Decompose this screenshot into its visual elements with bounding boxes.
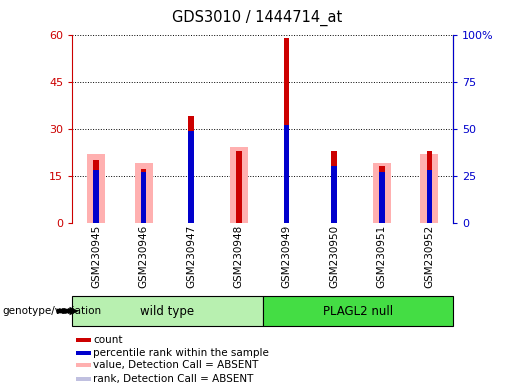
Text: genotype/variation: genotype/variation xyxy=(3,306,101,316)
Text: GSM230945: GSM230945 xyxy=(91,225,101,288)
Bar xyxy=(76,363,91,367)
FancyBboxPatch shape xyxy=(72,296,263,326)
Bar xyxy=(331,151,337,223)
Bar xyxy=(426,172,432,223)
Text: wild type: wild type xyxy=(140,305,195,318)
Bar xyxy=(188,131,194,223)
Text: GDS3010 / 1444714_at: GDS3010 / 1444714_at xyxy=(173,10,342,26)
Bar xyxy=(93,160,99,223)
Bar xyxy=(379,172,385,223)
Bar xyxy=(284,38,289,223)
Text: percentile rank within the sample: percentile rank within the sample xyxy=(93,348,269,358)
Bar xyxy=(76,338,91,342)
Text: count: count xyxy=(93,335,123,345)
Bar xyxy=(331,166,337,223)
Bar xyxy=(76,351,91,355)
Text: PLAGL2 null: PLAGL2 null xyxy=(323,305,393,318)
Bar xyxy=(141,169,146,223)
Bar xyxy=(188,116,194,223)
Bar xyxy=(379,172,385,223)
Bar xyxy=(93,170,99,223)
Text: GSM230946: GSM230946 xyxy=(139,225,148,288)
Text: GSM230948: GSM230948 xyxy=(234,225,244,288)
Bar xyxy=(426,151,432,223)
Bar xyxy=(141,172,146,223)
Text: GSM230950: GSM230950 xyxy=(329,225,339,288)
Text: GSM230947: GSM230947 xyxy=(186,225,196,288)
Bar xyxy=(87,154,105,223)
Bar xyxy=(426,170,432,223)
Bar xyxy=(141,172,146,223)
Bar xyxy=(134,163,152,223)
Bar xyxy=(76,377,91,381)
Bar xyxy=(230,147,248,223)
Bar xyxy=(379,166,385,223)
FancyBboxPatch shape xyxy=(263,296,453,326)
Bar xyxy=(373,163,391,223)
Text: GSM230949: GSM230949 xyxy=(282,225,291,288)
Bar xyxy=(93,170,99,223)
Bar xyxy=(420,154,438,223)
Bar xyxy=(236,151,242,223)
Text: GSM230951: GSM230951 xyxy=(377,225,387,288)
Text: rank, Detection Call = ABSENT: rank, Detection Call = ABSENT xyxy=(93,374,253,384)
Text: value, Detection Call = ABSENT: value, Detection Call = ABSENT xyxy=(93,360,259,370)
Bar xyxy=(284,125,289,223)
Text: GSM230952: GSM230952 xyxy=(424,225,434,288)
